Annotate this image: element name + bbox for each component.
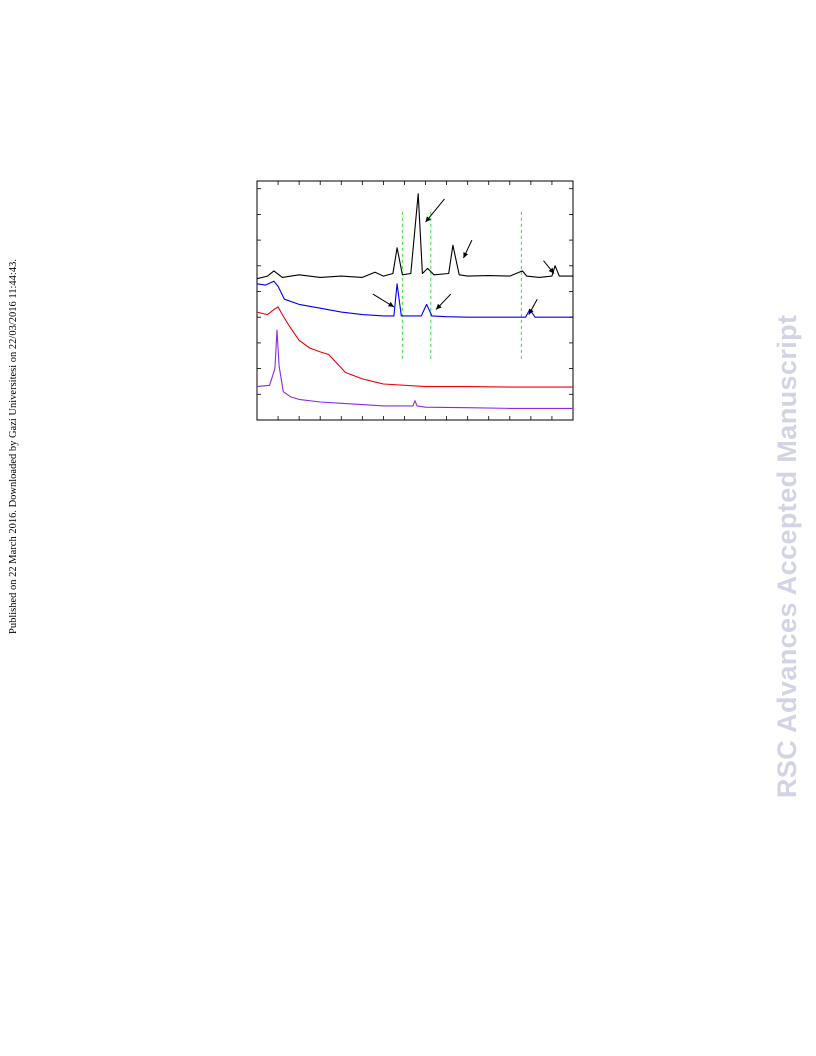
guide-lines (401, 211, 522, 361)
peak-arrows (372, 198, 555, 315)
arrow-head-3 (388, 301, 394, 307)
series-lines (256, 193, 573, 409)
arrow-head-2 (548, 267, 554, 274)
arrow-head-4 (436, 303, 442, 310)
plot-border (256, 180, 574, 421)
series-line-0 (256, 193, 573, 280)
arrow-head-5 (528, 308, 534, 315)
plot-frame (256, 180, 574, 421)
series-line-3 (256, 329, 573, 409)
arrow-head-0 (425, 216, 431, 223)
series-line-2 (256, 306, 573, 388)
arrow-head-1 (463, 252, 469, 259)
series-line-1 (256, 280, 573, 318)
